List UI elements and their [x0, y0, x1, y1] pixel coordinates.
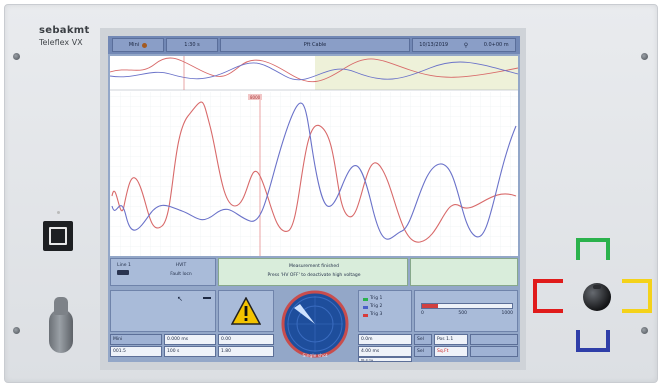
readout-field[interactable]: 81.0 ms: [358, 357, 412, 362]
time-tab[interactable]: 1:30 s: [166, 38, 218, 52]
screw-icon: [641, 53, 648, 60]
power-button[interactable]: [43, 221, 73, 251]
minus-icon[interactable]: [203, 297, 211, 299]
tick-label: 1000: [501, 311, 513, 316]
screw-icon: [641, 327, 648, 334]
level-bar[interactable]: [421, 303, 513, 309]
readout-field[interactable]: 001.5: [110, 346, 162, 357]
mode-label: Mini: [128, 42, 140, 48]
legend-swatch: [363, 297, 368, 301]
legend-item[interactable]: Trig 2: [363, 304, 382, 310]
readout-label: Sel: [414, 334, 432, 345]
screen-top-bar: Mini 1:30 s Pft Cable 10/13/2019 ⚲ 0.0+0…: [108, 36, 520, 54]
time-label: 1:30 s: [184, 42, 200, 48]
waveform-svg: 8000: [110, 56, 518, 256]
readout-field[interactable]: 0.00: [218, 334, 274, 345]
mode-value: Fault locn: [170, 272, 192, 277]
message-title: Measurement finished: [288, 264, 340, 269]
readout-field[interactable]: Sq.Ft: [434, 346, 468, 357]
mode-panel[interactable]: Line 1 HVIT Fault locn: [110, 258, 216, 286]
tick-label: 0: [421, 311, 424, 316]
readout-field[interactable]: 1.80: [218, 346, 274, 357]
cable-title-tab[interactable]: Pft Cable: [220, 38, 410, 52]
model-name: Teleflex VX: [39, 38, 83, 47]
legend-label: Trig 3: [370, 312, 383, 317]
message-panel: Measurement finished Press 'HV OFF' to d…: [218, 258, 408, 286]
knob-notch: [593, 285, 601, 289]
rotary-knob[interactable]: [583, 283, 611, 311]
legend-label: Trig 1: [370, 296, 383, 301]
waveform-plot[interactable]: 8000: [110, 56, 518, 256]
date-tab[interactable]: 10/13/2019 ⚲ 0.0+00 m: [412, 38, 516, 52]
warning-icon: [231, 297, 261, 325]
line-label: Line 1: [117, 263, 131, 268]
key-switch[interactable]: [43, 295, 79, 355]
record-dot-icon: [142, 42, 148, 48]
overview-red-trace: [110, 57, 518, 83]
control-row: ↖ Single shot: [108, 290, 520, 362]
warning-panel: [218, 290, 274, 332]
power-button-face: [49, 227, 67, 245]
readout-field[interactable]: 100 s: [164, 346, 216, 357]
overview-blue-trace: [110, 61, 518, 81]
legend-panel: Trig 1 Trig 2 Trig 3: [358, 290, 412, 332]
screw-icon: [13, 327, 20, 334]
legend-item[interactable]: Trig 3: [363, 312, 382, 318]
magnifier-icon[interactable]: ⚲: [463, 41, 469, 49]
status-row: Line 1 HVIT Fault locn Measurement finis…: [108, 258, 520, 288]
cursor-marker-label: 8000: [250, 95, 261, 100]
mode-title: HVIT: [175, 263, 187, 268]
readout-field[interactable]: 0.000 ms: [164, 334, 216, 345]
brand-block: sebakmt Teleflex VX: [39, 25, 119, 47]
legend-item[interactable]: Trig 1: [363, 296, 382, 302]
legend-swatch: [363, 313, 368, 317]
cursor-marker[interactable]: [248, 94, 262, 100]
device-screen: Mini 1:30 s Pft Cable 10/13/2019 ⚲ 0.0+0…: [108, 36, 520, 362]
screw-icon: [13, 53, 20, 60]
dial-caption: Single shot: [302, 354, 328, 359]
cable-title: Pft Cable: [303, 42, 327, 48]
right-key-yellow[interactable]: [622, 279, 652, 313]
readout-label-empty: [470, 346, 518, 357]
level-ticks: 0 500 1000: [421, 311, 513, 317]
cursor-panel[interactable]: ↖: [110, 290, 216, 332]
readout-label: Sel: [414, 346, 432, 357]
up-key-green[interactable]: [576, 238, 610, 260]
scale-panel: 0 500 1000: [414, 290, 518, 332]
legend-swatch: [363, 305, 368, 309]
brand-logo: sebakmt: [39, 25, 90, 36]
power-led: [57, 211, 60, 214]
legend-label: Trig 2: [370, 304, 383, 309]
mode-tab[interactable]: Mini: [112, 38, 164, 52]
main-plot-grid: [110, 92, 518, 256]
distance-value: 0.0+00 m: [483, 42, 509, 48]
status-dial[interactable]: Single shot: [276, 290, 354, 362]
key-switch-body: [49, 309, 73, 353]
tick-label: 500: [458, 311, 467, 316]
dial-svg: [281, 290, 349, 358]
readout-label-empty: [470, 334, 518, 345]
line-toggle-icon[interactable]: [117, 270, 129, 275]
cursor-icon[interactable]: ↖: [177, 295, 183, 303]
message-text: Press 'HV OFF' to deactivate high voltag…: [267, 273, 361, 278]
legend-list: Trig 1 Trig 2 Trig 3: [363, 296, 382, 318]
level-bar-fill: [422, 304, 439, 308]
left-key-red[interactable]: [533, 279, 563, 313]
date-label: 10/13/2019: [419, 42, 449, 48]
readout-field[interactable]: 0.0m: [358, 334, 412, 345]
readout-field[interactable]: 4.00 ms: [358, 346, 412, 357]
blue-waveform: [111, 102, 517, 240]
down-key-blue[interactable]: [576, 330, 610, 352]
aux-message-panel: [410, 258, 518, 286]
readout-label: Mini: [110, 334, 162, 345]
readout-field[interactable]: Pos 1.1: [434, 334, 468, 345]
key-switch-cap: [54, 297, 68, 315]
